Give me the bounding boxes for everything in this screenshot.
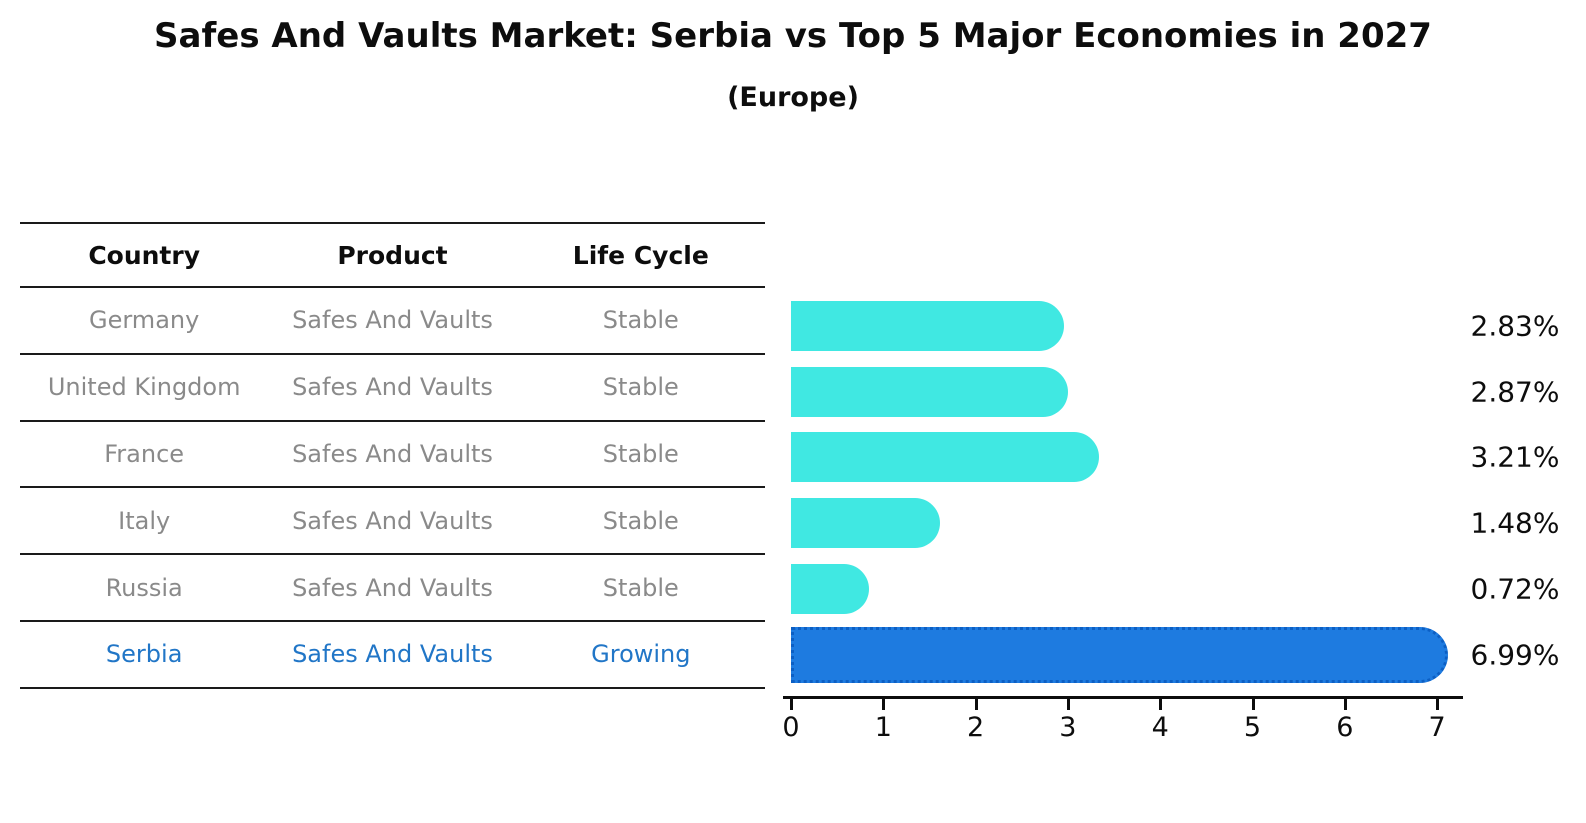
table-cell-product: Safes And Vaults (292, 506, 493, 535)
x-axis-tick-label: 3 (1059, 712, 1077, 743)
table-cell-product: Safes And Vaults (292, 573, 493, 602)
bar-russia (791, 564, 870, 615)
table-header-product: Product (337, 240, 448, 270)
bar-chart-area: 2.83% 2.87% 3.21% 1.48% 0.72% 6.99% (791, 293, 1571, 688)
table-row: Serbia Safes And Vaults Growing (20, 622, 765, 689)
bar-value-label: 6.99% (1470, 638, 1560, 672)
bar-italy (791, 498, 940, 549)
bar-row: 2.87% (791, 359, 1571, 425)
table-cell-country: Serbia (105, 640, 183, 669)
table-row: United Kingdom Safes And Vaults Stable (20, 355, 765, 422)
x-axis-tick-mark (1251, 699, 1255, 710)
table-cell-country: United Kingdom (47, 373, 241, 402)
bar-row: 2.83% (791, 293, 1571, 359)
table-cell-lifecycle: Stable (602, 439, 679, 468)
table-header-lifecycle: Life Cycle (572, 240, 709, 270)
table-cell-product: Safes And Vaults (292, 439, 493, 468)
x-axis-tick-mark (1343, 699, 1347, 710)
bar-value-label: 2.83% (1470, 309, 1560, 343)
bar-row: 6.99% (791, 622, 1571, 688)
x-axis-tick-mark (790, 699, 793, 710)
table-cell-lifecycle: Stable (602, 506, 679, 535)
comparison-table-body: Germany Safes And Vaults Stable United King… (20, 288, 765, 689)
table-cell-product: Safes And Vaults (292, 306, 493, 335)
bar-value-label: 0.72% (1470, 572, 1560, 606)
table-cell-country: France (104, 439, 185, 468)
x-axis-tick-label: 5 (1243, 712, 1262, 743)
table-cell-country: Russia (105, 573, 183, 602)
x-axis-tick-mark (1159, 699, 1163, 710)
bar-value-label: 3.21% (1470, 440, 1560, 474)
x-axis-tick-label: 7 (1428, 712, 1446, 743)
table-cell-product: Safes And Vaults (292, 640, 493, 669)
comparison-table: Country Product Life Cycle Germany Safes … (20, 222, 765, 689)
x-axis-line (783, 696, 1463, 699)
table-cell-lifecycle: Growing (591, 640, 691, 669)
table-row: Germany Safes And Vaults Stable (20, 288, 765, 355)
bar-france (791, 432, 1100, 483)
table-cell-lifecycle: Stable (602, 306, 679, 335)
bar-row: 3.21% (791, 425, 1571, 491)
x-axis-tick-mark (1066, 699, 1070, 710)
bar-germany (791, 300, 1065, 351)
bar-value-label: 2.87% (1470, 375, 1560, 409)
table-header-row: Country Product Life Cycle (20, 222, 765, 288)
table-row: Italy Safes And Vaults Stable (20, 488, 765, 556)
table-cell-product: Safes And Vaults (292, 373, 493, 402)
x-axis-tick-mark (974, 699, 978, 710)
bar-united-kingdom (791, 366, 1068, 417)
bar-row: 0.72% (791, 556, 1571, 622)
bar-serbia (791, 626, 1449, 683)
x-axis-tick-mark (882, 699, 886, 710)
table-header-country: Country (88, 240, 201, 270)
table-cell-country: Germany (89, 306, 200, 335)
bar-value-label: 1.48% (1470, 506, 1560, 540)
table-cell-lifecycle: Stable (602, 573, 679, 602)
x-axis-tick-mark (1436, 699, 1440, 710)
table-row: France Safes And Vaults Stable (20, 422, 765, 489)
table-row: Russia Safes And Vaults Stable (20, 555, 765, 622)
table-cell-lifecycle: Stable (602, 373, 679, 402)
x-axis-tick-label: 6 (1336, 712, 1354, 743)
bar-row: 1.48% (791, 490, 1571, 556)
x-axis-tick-label: 4 (1151, 712, 1169, 743)
chart-subtitle: (Europe) (727, 82, 859, 113)
chart-title: Safes And Vaults Market: Serbia vs Top 5… (154, 16, 1432, 56)
x-axis-tick-label: 2 (967, 712, 985, 743)
x-axis-tick-label: 1 (874, 712, 892, 743)
x-axis-tick-label: 0 (782, 712, 800, 743)
table-cell-country: Italy (118, 506, 171, 535)
